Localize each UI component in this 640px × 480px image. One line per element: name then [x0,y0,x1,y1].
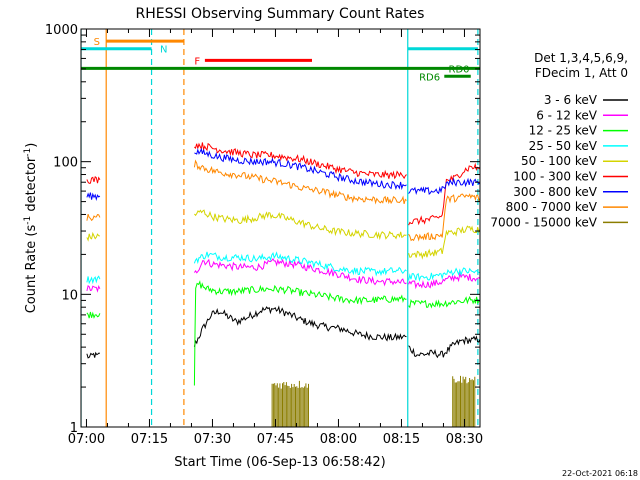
x-tick-label: 07:30 [194,432,231,447]
flag-label-f: F [194,56,200,67]
series-block-8 [452,375,476,427]
series-line-1 [408,271,480,290]
legend-entry-label: 300 - 800 keV [513,185,597,199]
legend: Det 1,3,4,5,6,9, FDecim 1, Att 0 3 - 6 k… [490,51,628,229]
series-line-4 [194,209,407,241]
x-tick-label: 08:30 [446,432,483,447]
y-axis: 1 10 100 1000 [45,23,480,436]
flag-label-n: N [160,45,167,56]
series-line-2 [408,295,480,309]
y-axis-label: Count Rate (s-1 detector-1) [23,143,39,314]
series-line-4 [86,231,101,242]
flag-label-rd6: RD6 [419,72,440,83]
x-axis-label: Start Time (06-Sep-13 06:58:42) [174,455,385,470]
series-line-6 [408,177,480,196]
y-label-part-2: detector [24,156,39,216]
series-line-0 [408,335,480,359]
legend-entry-label: 100 - 300 keV [513,170,597,184]
series-line-0 [193,305,407,348]
series-line-4 [408,225,480,260]
series-line-7 [86,213,101,222]
y-label-part-3: ) [24,143,39,148]
y-label-sup-1: -1 [23,216,33,225]
series-line-5 [194,142,407,180]
x-tick-label: 07:15 [131,432,168,447]
x-tick-label: 07:45 [257,432,294,447]
flags-layer: S N F RD0 RD6 [81,37,480,83]
x-axis: 07:00 07:15 07:30 07:45 08:00 08:15 08:30 [68,29,483,447]
series-line-0 [86,351,100,359]
series-line-1 [86,284,101,293]
plot-frame [80,28,481,428]
series-line-2 [86,311,101,319]
footer-date: 22-Oct-2021 06:18 [562,469,638,478]
night-boundary-lines [81,29,479,427]
legend-entry-label: 800 - 7000 keV [506,200,598,214]
legend-entry-label: 12 - 25 keV [529,124,598,138]
series-line-1 [193,258,407,287]
y-label-part-1: Count Rate (s [24,225,39,314]
x-tick-label: 08:00 [320,432,357,447]
series-line-2 [193,280,407,386]
series-line-5 [86,176,101,184]
y-tick-label: 10 [61,288,78,303]
series-line-3 [86,275,101,285]
series-line-6 [194,147,407,191]
legend-header-2: FDecim 1, Att 0 [535,66,628,80]
flag-label-s: S [94,37,100,48]
flag-label-rd0: RD0 [449,64,470,75]
series-line-7 [193,159,407,205]
legend-entry-label: 7000 - 15000 keV [490,215,597,229]
series-line-6 [86,192,101,202]
legend-entry-label: 25 - 50 keV [529,139,598,153]
series-line-3 [408,267,480,282]
legend-header-1: Det 1,3,4,5,6,9, [534,51,628,65]
series-line-3 [193,251,407,277]
series-block-8 [271,380,309,427]
y-tick-label: 100 [53,156,78,171]
y-tick-label: 1 [70,421,78,436]
x-tick-label: 08:15 [383,432,420,447]
y-label-sup-2: -1 [23,148,33,157]
legend-entry-label: 3 - 6 keV [544,93,598,107]
y-tick-label: 1000 [45,23,78,38]
x-tick-label: 07:00 [68,432,105,447]
series-layer [86,142,480,427]
series-line-5 [408,162,480,226]
legend-entry-label: 50 - 100 keV [521,154,598,168]
legend-entry-label: 6 - 12 keV [536,108,598,122]
series-line-7 [408,193,480,242]
chart-title: RHESSI Observing Summary Count Rates [136,6,425,22]
